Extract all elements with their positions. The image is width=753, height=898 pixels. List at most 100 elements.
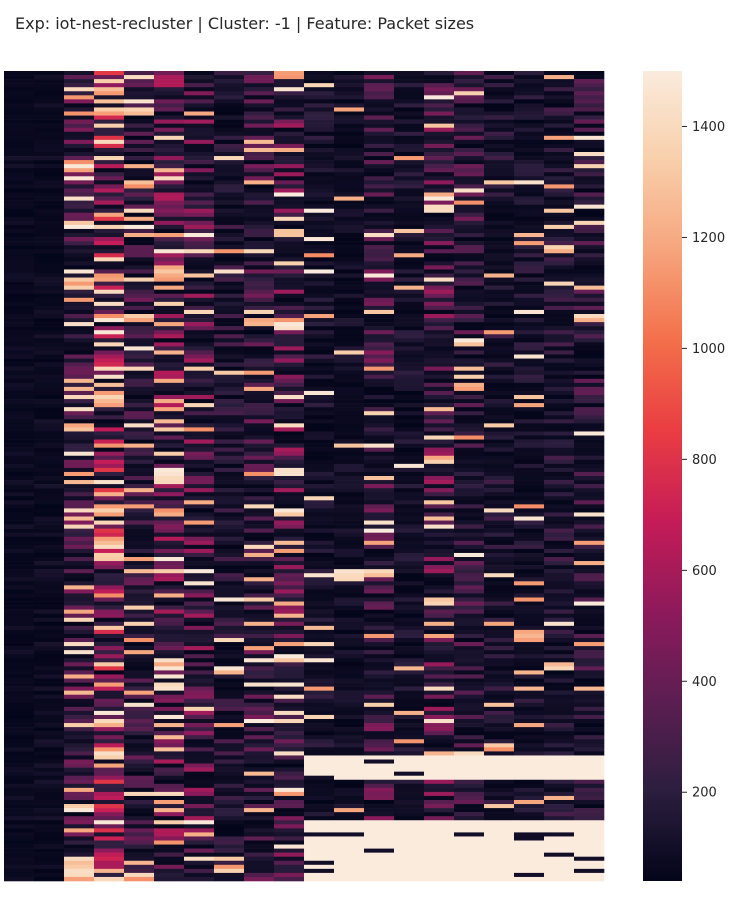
heatmap-cell [94, 322, 125, 327]
heatmap-cell [574, 164, 605, 169]
heatmap-cell [64, 435, 95, 440]
heatmap-cell [214, 629, 245, 635]
heatmap-cell [184, 714, 215, 720]
heatmap-cell [64, 277, 95, 282]
heatmap-cell [4, 447, 35, 452]
heatmap-cell [154, 75, 185, 80]
heatmap-cell [244, 71, 275, 76]
heatmap-cell [34, 407, 65, 412]
heatmap-cell [334, 382, 365, 388]
heatmap-cell [334, 617, 365, 623]
heatmap-cell [454, 650, 485, 655]
heatmap-cell [124, 399, 155, 404]
heatmap-cell [124, 642, 155, 647]
heatmap-cell [424, 216, 455, 222]
heatmap-cell [514, 731, 545, 736]
heatmap-cell [454, 613, 485, 619]
heatmap-cell [244, 585, 275, 590]
heatmap-cell [424, 484, 455, 489]
heatmap-cell [544, 662, 575, 667]
heatmap-cell [424, 346, 455, 351]
heatmap-cell [34, 800, 65, 805]
heatmap-cell [334, 285, 365, 290]
heatmap-cell [544, 467, 575, 473]
heatmap-cell [424, 83, 455, 88]
heatmap-cell [214, 864, 245, 870]
heatmap-cell [424, 609, 455, 614]
heatmap-cell [364, 646, 395, 651]
heatmap-cell [34, 585, 65, 590]
heatmap-cell [4, 808, 35, 813]
heatmap-cell [4, 176, 35, 181]
heatmap-cell [244, 617, 275, 623]
heatmap-cell [34, 719, 65, 724]
heatmap-cell [184, 561, 215, 566]
heatmap-cell [154, 787, 185, 793]
heatmap-cell [544, 390, 575, 396]
heatmap-cell [244, 638, 275, 643]
heatmap-cell [304, 808, 335, 813]
heatmap-cell [124, 156, 155, 161]
heatmap-cell [334, 751, 365, 756]
heatmap-cell [514, 277, 545, 282]
heatmap-cell [544, 87, 575, 92]
heatmap-cell [514, 224, 545, 230]
heatmap-cell [64, 168, 95, 173]
heatmap-cell [34, 123, 65, 128]
heatmap-cell [394, 156, 425, 161]
heatmap-cell [4, 87, 35, 92]
heatmap-cell [64, 467, 95, 473]
heatmap-cell [394, 710, 425, 716]
heatmap-cell [34, 188, 65, 193]
heatmap-cell [124, 783, 155, 789]
heatmap-cell [94, 208, 125, 214]
heatmap-cell [394, 455, 425, 461]
heatmap-cell [154, 314, 185, 319]
heatmap-cell [274, 196, 305, 201]
heatmap-cell [124, 763, 155, 768]
heatmap-cell [394, 233, 425, 238]
heatmap-cell [274, 338, 305, 343]
heatmap-cell [34, 589, 65, 594]
heatmap-cell [184, 208, 215, 214]
heatmap-cell [64, 824, 95, 829]
heatmap-cell [334, 581, 365, 586]
heatmap-cell [484, 771, 515, 776]
heatmap-cell [544, 403, 575, 408]
heatmap-cell [514, 143, 545, 149]
heatmap-cell [274, 532, 305, 538]
heatmap-cell [34, 99, 65, 104]
heatmap-cell [424, 192, 455, 197]
heatmap-cell [64, 87, 95, 92]
heatmap-cell [364, 289, 395, 295]
heatmap-cell [454, 666, 485, 671]
heatmap-cell [544, 277, 575, 282]
heatmap-cell [4, 338, 35, 343]
heatmap-cell [364, 253, 395, 258]
heatmap-cell [544, 625, 575, 631]
heatmap-cell [304, 589, 335, 594]
heatmap-cell [334, 791, 365, 797]
heatmap-cell [424, 771, 455, 776]
heatmap-cell [514, 374, 545, 380]
heatmap-cell [94, 164, 125, 169]
heatmap-cell [214, 309, 245, 315]
heatmap-cell [484, 706, 515, 712]
heatmap-cell [244, 714, 275, 720]
heatmap-cell [124, 471, 155, 477]
heatmap-cell [454, 131, 485, 137]
heatmap-cell [544, 91, 575, 96]
heatmap-cell [364, 233, 395, 238]
heatmap-cell [424, 804, 455, 809]
heatmap-cell [454, 731, 485, 736]
heatmap-cell [154, 682, 185, 687]
heatmap-cell [244, 816, 275, 821]
heatmap-cell [214, 791, 245, 797]
heatmap-cell [94, 848, 125, 853]
heatmap-cell [34, 119, 65, 124]
heatmap-cell [574, 573, 605, 578]
heatmap-cell [214, 305, 245, 311]
heatmap-cell [4, 301, 35, 307]
heatmap-cell [364, 459, 395, 465]
heatmap-cell [154, 605, 185, 610]
